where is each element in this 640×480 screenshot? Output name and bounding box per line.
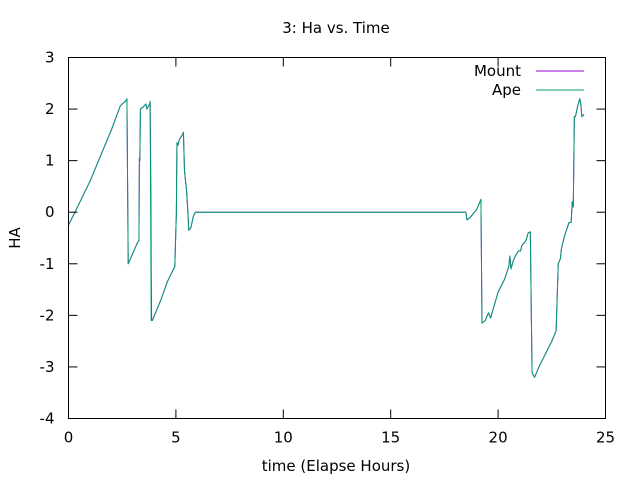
y-axis-label: HA — [6, 226, 24, 248]
y-tick-label: -3 — [40, 358, 55, 376]
x-tick-label: 0 — [64, 429, 74, 447]
legend-label-ape: Ape — [492, 81, 521, 99]
x-tick-label: 20 — [489, 429, 508, 447]
x-tick-label: 15 — [381, 429, 400, 447]
legend: Mount Ape — [474, 62, 584, 99]
chart-title: 3: Ha vs. Time — [282, 19, 390, 37]
x-tick-label: 25 — [596, 429, 615, 447]
series-line-ape — [68, 98, 585, 378]
y-tick-label: 0 — [45, 203, 55, 221]
x-axis-label: time (Elapse Hours) — [262, 457, 410, 475]
y-tick-label: -2 — [40, 306, 55, 324]
x-tick-label: 5 — [171, 429, 181, 447]
legend-label-mount: Mount — [474, 62, 521, 80]
ticks-layer: 0 5 10 15 20 25 -4 -3 -2 -1 0 1 2 3 — [40, 49, 616, 447]
y-tick-label: -1 — [40, 255, 55, 273]
y-tick-label: 2 — [45, 100, 55, 118]
plot-frame — [68, 57, 606, 419]
y-tick-label: 1 — [45, 152, 55, 170]
x-tick-label: 10 — [274, 429, 293, 447]
y-tick-label: 3 — [45, 49, 55, 67]
y-tick-label: -4 — [40, 410, 55, 428]
series-line-mount — [68, 98, 585, 378]
series-layer — [68, 98, 585, 378]
